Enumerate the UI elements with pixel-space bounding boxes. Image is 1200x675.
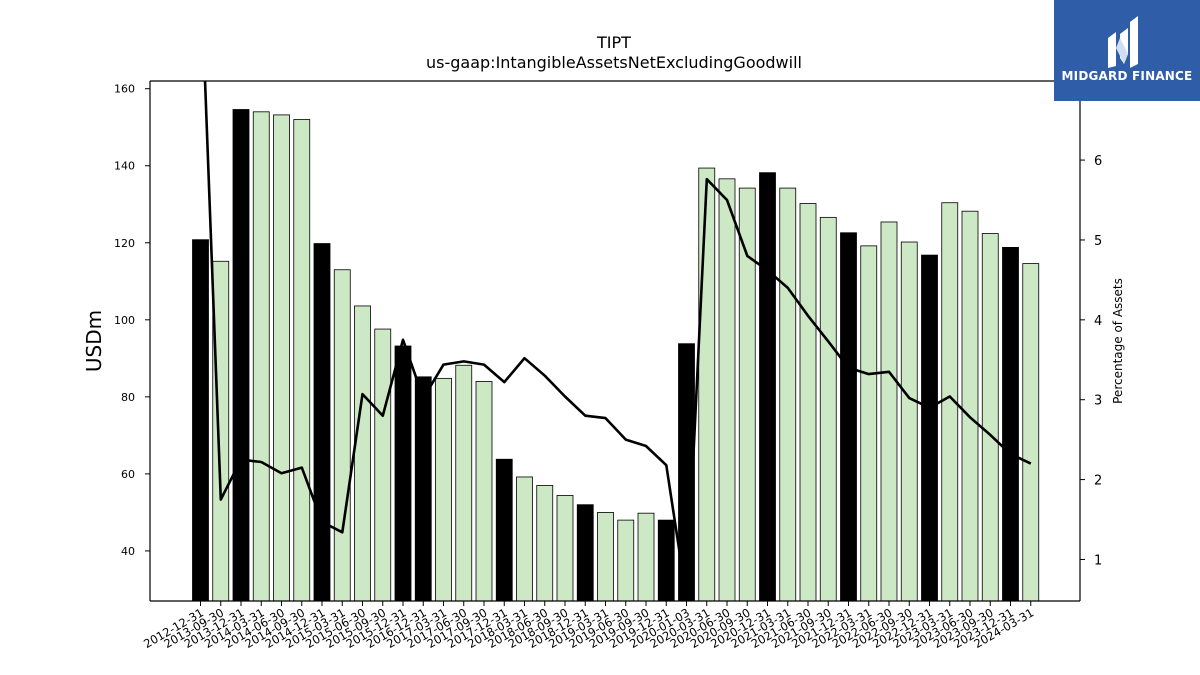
y-axis-label: USDm [82, 310, 106, 372]
y-tick-label: 80 [121, 391, 135, 404]
bar-2015-09-30 [374, 328, 392, 601]
bar-2024-03-31 [1022, 263, 1040, 601]
bar-2018-03-31 [516, 476, 533, 601]
bar-2014-03-31 [252, 111, 270, 601]
bar-2020-03-31 [698, 167, 716, 601]
bar-2014-12-31 [313, 243, 331, 601]
bar-2017-03-31 [435, 377, 452, 601]
bar-2022-06-30 [880, 221, 898, 601]
bar-2022-09-30 [900, 241, 918, 601]
y2-tick-label: 1 [1094, 553, 1102, 568]
bar-2020-09-30 [738, 187, 756, 601]
y2-tick-label: 2 [1094, 474, 1102, 489]
y-tick-label: 60 [121, 468, 135, 481]
chart-title: TIPT [596, 33, 631, 52]
bar-2013-12-31 [232, 109, 250, 601]
y2-tick-label: 4 [1094, 314, 1102, 329]
y2-tick-label: 5 [1094, 234, 1102, 249]
midgard-logo-icon [1108, 16, 1138, 68]
bar-2020-06-30 [718, 178, 736, 601]
brand-name: MIDGARD FINANCE [1061, 69, 1193, 83]
bar-2017-06-30 [455, 364, 473, 601]
bar-2017-09-30 [475, 381, 493, 601]
bar-2022-03-31 [860, 245, 878, 601]
bar-2021-12-31 [840, 232, 857, 601]
bar-2018-06-30 [536, 485, 554, 601]
bar-2014-09-30 [293, 119, 311, 601]
y-tick-label: 40 [121, 545, 135, 558]
y-tick-label: 160 [114, 83, 135, 96]
bar-2014-06-30 [273, 114, 290, 601]
bar-2015-03-31 [333, 269, 351, 601]
y2-axis-label: Percentage of Assets [1111, 278, 1125, 404]
bar-2012-12-31 [192, 239, 209, 601]
bar-2019-06-30 [617, 519, 635, 601]
bar-2023-06-30 [961, 210, 979, 601]
y2-tick-label: 6 [1094, 154, 1102, 169]
bar-2019-12-31 [657, 519, 675, 601]
bar-2022-12-31 [921, 254, 938, 601]
brand-logo: MIDGARD FINANCE [1054, 0, 1200, 101]
y-tick-label: 120 [114, 237, 135, 250]
bar-2023-09-30 [981, 233, 999, 601]
chart-subtitle: us-gaap:IntangibleAssetsNetExcludingGood… [426, 53, 802, 72]
bar-2020-12-31 [759, 172, 776, 601]
bar-2023-12-31 [1002, 246, 1019, 601]
bar-2015-12-31 [394, 345, 412, 601]
bar-2013-09-30 [212, 260, 230, 601]
percentage-line [203, 81, 1032, 600]
y-tick-label: 140 [114, 160, 135, 173]
bar-2017-12-31 [495, 458, 513, 601]
bar-2015-06-30 [354, 305, 371, 601]
axes-layer: 4060801001201401601234562012-12-312013-0… [114, 80, 1102, 651]
bar-2018-09-30 [556, 495, 574, 601]
bars-layer [192, 109, 1040, 601]
bar-2021-06-30 [799, 203, 817, 601]
bar-2016-12-31 [414, 376, 432, 601]
bar-2021-09-30 [819, 216, 837, 601]
y2-tick-label: 3 [1094, 394, 1102, 409]
bar-2019-09-30 [637, 512, 655, 601]
bar-2018-12-31 [576, 504, 594, 601]
y-tick-label: 100 [114, 314, 135, 327]
bar-2019-03-31 [597, 512, 614, 601]
line-layer [203, 81, 1032, 600]
bar-2021-03-31 [779, 187, 797, 601]
